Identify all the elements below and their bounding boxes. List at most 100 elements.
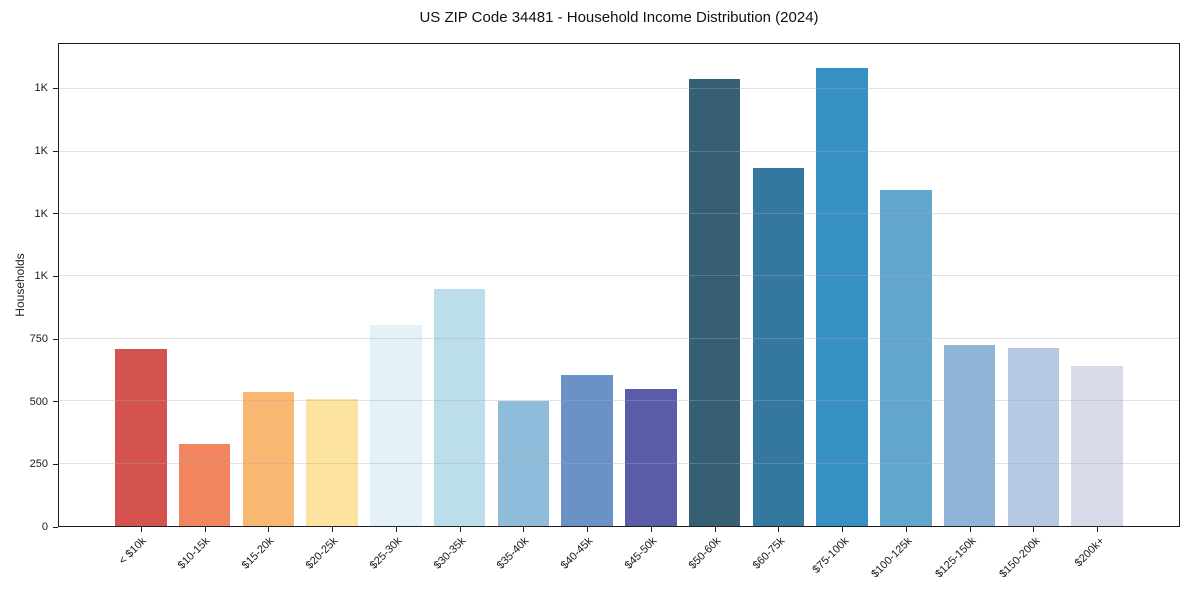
bar-$20-25k (306, 398, 358, 526)
y-tick-mark (53, 150, 58, 152)
bar-slot (1065, 44, 1129, 526)
bar-slot (810, 44, 874, 526)
x-tick-mark (905, 527, 907, 532)
plot-area (58, 43, 1180, 527)
y-axis-tick-label: 0 (41, 521, 48, 533)
x-label-cell: $25-30k (364, 532, 428, 590)
bar-$25-30k (370, 325, 422, 526)
bar-slot (364, 44, 428, 526)
y-axis-tick-label: 250 (29, 458, 48, 471)
bar-$30-35k (433, 288, 486, 526)
y-axis-title: Households (13, 253, 27, 317)
y-tick-mark (53, 526, 58, 528)
bar-$100-125k (880, 190, 932, 526)
y-tick-mark (53, 213, 58, 215)
x-tick-mark (268, 527, 270, 532)
bar-$75-100k (816, 67, 868, 526)
x-tick-mark (204, 527, 206, 532)
y-axis-tick-label: 1K (34, 270, 48, 283)
x-tick-mark (714, 527, 716, 532)
bar-slot (874, 44, 938, 526)
x-tick-mark (395, 527, 397, 532)
x-axis-tick-label: $45-50k (622, 535, 660, 572)
x-tick-mark (140, 527, 142, 532)
x-axis-tick-label: $15-20k (239, 535, 277, 572)
x-label-cell: $50-60k (683, 532, 747, 590)
x-label-cell: $60-75k (747, 532, 811, 590)
x-tick-mark (1033, 527, 1035, 532)
y-axis-tick-label: 750 (29, 333, 48, 345)
x-axis-tick-label: $100-125k (869, 535, 915, 581)
y-tick-mark (53, 401, 58, 403)
x-tick-mark (523, 527, 525, 532)
x-tick-mark (587, 527, 589, 532)
bar-$50-60k (688, 79, 741, 526)
bar-$125-150k (943, 345, 996, 526)
bar-slot (938, 44, 1002, 526)
x-axis-tick-label: $40-45k (558, 535, 596, 572)
x-axis-tick-label: $50-60k (686, 535, 724, 572)
x-tick-mark (778, 527, 780, 532)
y-tick-mark (53, 338, 58, 340)
x-label-cell: $150-200k (997, 532, 1066, 590)
bar-slot (1002, 44, 1066, 526)
x-label-cell: $10-15k (172, 532, 236, 590)
bar-$45-50k (625, 388, 677, 526)
x-tick-mark (1097, 527, 1099, 532)
x-axis-tick-label: $200k+ (1072, 535, 1107, 570)
x-tick-mark (842, 527, 844, 532)
x-tick-mark (650, 527, 652, 532)
bar-slot (428, 44, 492, 526)
y-axis-tick-label: 500 (29, 395, 48, 408)
x-label-cell: $40-45k (555, 532, 619, 590)
y-tick-mark (53, 87, 58, 89)
x-axis-tick-label: $10-15k (175, 535, 213, 572)
y-tick-mark (53, 463, 58, 465)
x-tick-mark (332, 527, 334, 532)
x-axis-tick-label: $60-75k (750, 535, 788, 572)
x-tick-mark (969, 527, 971, 532)
bar-slot (300, 44, 364, 526)
y-axis-tick-label: 1K (34, 145, 48, 158)
x-axis-tick-label: < $10k (116, 535, 149, 568)
x-label-cell: $100-125k (870, 532, 939, 590)
bar-$40-45k (561, 375, 613, 526)
x-axis-labels: < $10k $10-15k $15-20k $20-25k $25-30k $30-35… (58, 532, 1180, 590)
x-axis-tick-label: $25-30k (367, 535, 404, 572)
bar-$150-200k (1007, 347, 1060, 526)
x-label-cell: $30-35k (427, 532, 491, 590)
bar-slot (237, 44, 301, 526)
x-axis-tick-label: $35-40k (495, 535, 532, 572)
bar-$15-20k (242, 392, 295, 526)
bar-$200k+ (1071, 366, 1123, 526)
bar-slot (109, 44, 173, 526)
bar-$60-75k (752, 167, 805, 526)
chart-title: US ZIP Code 34481 - Household Income Dis… (419, 9, 819, 26)
bar-$35-40k (497, 401, 550, 526)
y-axis-tick-label: 1K (34, 207, 48, 220)
x-axis-tick-label: $20-25k (303, 535, 341, 572)
x-label-cell: < $10k (108, 532, 172, 590)
x-axis-tick-label: $75-100k (810, 535, 852, 576)
bars-layer (59, 44, 1179, 526)
x-axis-tick-label: $125-150k (933, 535, 979, 581)
x-tick-mark (459, 527, 461, 532)
bar-slot (492, 44, 556, 526)
x-axis-tick-label: $30-35k (431, 535, 468, 572)
bar-slot (555, 44, 619, 526)
bar-slot (747, 44, 811, 526)
bar-$10-15k (178, 443, 231, 526)
y-axis-tick-label: 1K (34, 82, 48, 95)
x-axis-tick-label: $150-200k (997, 535, 1043, 581)
x-label-cell: $45-50k (619, 532, 683, 590)
bar-slot (173, 44, 237, 526)
x-label-cell: $20-25k (300, 532, 364, 590)
y-tick-mark (53, 275, 58, 277)
x-label-cell: $15-20k (236, 532, 300, 590)
bar-slot (683, 44, 747, 526)
bar-< $10k (115, 348, 167, 526)
x-label-cell: $35-40k (491, 532, 555, 590)
x-label-cell: $125-150k (934, 532, 1002, 590)
bar-slot (619, 44, 683, 526)
